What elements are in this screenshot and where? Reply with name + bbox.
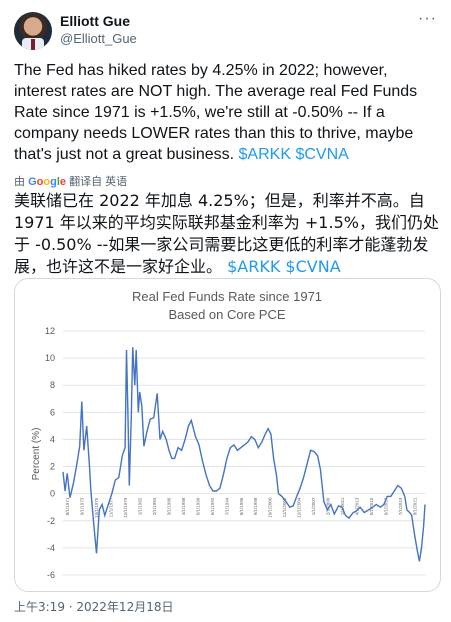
x-tick-label: 3/1/2011 <box>340 497 345 515</box>
x-tick-label: 5/1/2015 <box>369 497 374 515</box>
tweet-cashtags[interactable]: $ARKK $CVNA <box>238 146 349 163</box>
x-tick-label: 6/1/2017 <box>384 497 389 515</box>
x-tick-label: 9/1/1973 <box>79 497 84 515</box>
chart-subtitle: Based on Core PCE <box>168 307 285 322</box>
x-tick-label: 2/1/2009 <box>326 497 331 515</box>
y-tick-label: 4 <box>50 434 55 444</box>
x-tick-label: 8/1/1971 <box>65 497 70 515</box>
x-tick-label: 11/1/1977 <box>108 497 113 517</box>
translated-text: 美联储已在 2022 年加息 4.25%；但是，利率并不高。自 1971 年以来… <box>14 190 439 278</box>
y-tick-label: 12 <box>45 326 55 336</box>
real-rate-line <box>62 347 426 562</box>
avatar-tie <box>31 39 35 50</box>
x-tick-label: 1/1/2007 <box>311 497 316 515</box>
y-tick-label: 0 <box>50 489 55 499</box>
tweet-text: The Fed has hiked rates by 4.25% in 2022… <box>14 60 439 165</box>
translated-body: 美联储已在 2022 年加息 4.25%；但是，利率并不高。自 1971 年以来… <box>14 191 439 276</box>
author-handle[interactable]: @Elliott_Gue <box>60 31 137 46</box>
y-tick-label: -4 <box>47 543 55 553</box>
tweet-body: The Fed has hiked rates by 4.25% in 2022… <box>14 62 418 163</box>
translated-by-label: 由 <box>14 176 25 188</box>
x-tick-label: 4/1/2013 <box>355 497 360 515</box>
y-tick-label: 2 <box>50 462 55 472</box>
x-tick-label: 11/1/2002 <box>282 497 287 517</box>
x-tick-label: 12/1/1979 <box>123 497 128 518</box>
more-icon[interactable]: ··· <box>418 10 437 27</box>
translated-cashtags[interactable]: $ARKK $CVNA <box>227 257 341 276</box>
chart-image[interactable]: Real Fed Funds Rate since 1971 Based on … <box>14 278 441 592</box>
author-name[interactable]: Elliott Gue <box>60 13 130 29</box>
y-axis-label: Percent (%) <box>31 428 42 481</box>
x-tick-label: 10/1/2000 <box>268 497 273 518</box>
x-tick-label: 6/1/1992 <box>210 497 215 515</box>
author-avatar[interactable] <box>14 12 52 50</box>
translated-from-label: 翻译自 英语 <box>69 176 128 188</box>
x-tick-label: 7/1/2019 <box>398 497 403 515</box>
y-tick-label: -2 <box>47 516 55 526</box>
x-tick-label: 4/1/1988 <box>181 497 186 515</box>
translation-attribution: 由 Google 翻译自 英语 <box>14 173 127 189</box>
x-tick-label: 5/1/1990 <box>195 497 200 515</box>
x-tick-label: 9/1/1998 <box>253 497 258 515</box>
x-tick-label: 12/1/2004 <box>297 497 302 518</box>
y-tick-label: -6 <box>47 570 55 580</box>
chart-title: Real Fed Funds Rate since 1971 <box>132 289 322 304</box>
tweet-timestamp[interactable]: 上午3:19 · 2022年12月18日 <box>14 600 174 614</box>
fed-funds-chart: Real Fed Funds Rate since 1971 Based on … <box>31 289 426 580</box>
y-tick-label: 8 <box>50 380 55 390</box>
x-tick-label: 8/1/1996 <box>239 497 244 515</box>
google-logo[interactable]: Google <box>28 176 67 188</box>
x-tick-label: 1/1/1982 <box>137 497 142 515</box>
x-tick-label: 3/1/1986 <box>166 497 171 515</box>
x-tick-label: 7/1/1994 <box>224 497 229 515</box>
y-tick-label: 6 <box>50 407 55 417</box>
x-tick-label: 10/1/1975 <box>94 497 99 518</box>
y-tick-label: 10 <box>45 353 55 363</box>
x-tick-label: 8/1/2021 <box>413 497 418 515</box>
x-tick-label: 2/1/1984 <box>152 497 157 515</box>
